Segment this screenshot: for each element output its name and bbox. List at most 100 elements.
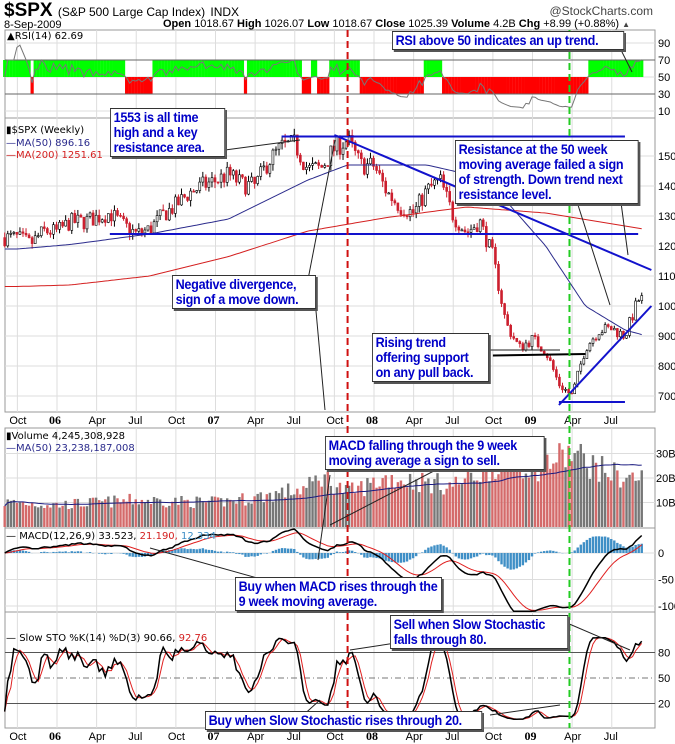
rsi-band-red — [396, 77, 400, 94]
rsi-band-red — [478, 77, 482, 94]
volume-bar — [436, 473, 439, 527]
rsi-legend: ▲RSI(14) 62.69 — [7, 31, 83, 42]
candle-body — [271, 149, 275, 166]
candle-body — [70, 213, 74, 231]
volume-bar — [347, 485, 351, 527]
candle-body — [619, 330, 622, 338]
volume-bar — [320, 486, 323, 527]
volume-bar — [631, 472, 634, 527]
rsi-band-green — [79, 60, 83, 77]
candle-body — [533, 335, 537, 337]
macd-histogram-bar — [332, 553, 336, 554]
volume-bar — [482, 463, 485, 527]
volume-bar — [265, 494, 269, 527]
macd-histogram-bar — [448, 549, 451, 553]
macd-histogram-bar — [631, 546, 634, 553]
candle-body — [207, 181, 211, 188]
candle-body — [3, 237, 6, 247]
symbol: $SPX — [4, 0, 53, 21]
rsi-band-red — [307, 77, 312, 94]
exchange: INDX — [210, 5, 240, 19]
macd-histogram-bar — [238, 553, 241, 555]
macd-histogram-bar — [378, 553, 381, 559]
macd-histogram-bar — [600, 536, 604, 553]
volume-bar — [274, 491, 278, 527]
volume-bar — [561, 449, 564, 527]
volume-bar — [576, 450, 579, 527]
rsi-band-red — [582, 77, 586, 94]
rsi-band-red — [30, 77, 34, 94]
candle-body — [363, 158, 366, 175]
volume-bar — [302, 486, 305, 527]
macd-histogram-bar — [189, 548, 192, 553]
callout-pointer-line — [619, 194, 629, 256]
macd-histogram-bar — [497, 553, 500, 562]
rsi-band-red — [545, 77, 549, 94]
volume-bar — [146, 499, 150, 527]
macd-histogram-bar — [427, 547, 430, 553]
candle-body — [613, 328, 616, 331]
volume-bar — [244, 505, 247, 527]
volume-bar — [558, 443, 561, 527]
candle-body — [567, 389, 570, 394]
volume-ma-legend-text: MA(50) 23,238,187,008 — [16, 443, 135, 454]
macd-histogram-bar — [363, 553, 366, 558]
rsi-band-red — [374, 77, 379, 94]
sto-tick-label: 50 — [658, 673, 670, 685]
volume-bar — [430, 493, 433, 527]
rsi-band-green — [158, 60, 162, 77]
volume-bar — [122, 499, 125, 527]
candle-body — [61, 221, 64, 227]
candle-body — [552, 360, 555, 370]
volume-bar — [131, 504, 134, 527]
volume-bar — [94, 497, 98, 527]
rsi-band-red — [481, 77, 485, 94]
macd-histogram-bar — [232, 552, 235, 553]
volume-bar — [61, 505, 64, 527]
volume-bar — [226, 498, 229, 527]
up-arrow-icon: ▲ — [622, 20, 631, 29]
rsi-band-green — [45, 60, 49, 77]
rsi-band-red — [551, 77, 555, 94]
volume-bar — [582, 453, 586, 527]
volume-bar — [152, 496, 156, 527]
macd-histogram-bar — [530, 553, 534, 557]
volume-bar — [323, 474, 326, 527]
macd-histogram-bar — [64, 551, 67, 553]
price-tick-label: 1400 — [658, 181, 675, 193]
candle-body — [103, 219, 107, 223]
candle-body — [606, 324, 610, 327]
macd-histogram-bar — [229, 552, 232, 553]
rsi-band-green — [332, 60, 336, 77]
rsi-band-green — [82, 60, 86, 77]
macd-histogram-bar — [539, 551, 543, 553]
x-axis-label: Oct — [9, 415, 26, 427]
candle-body — [210, 177, 214, 183]
rsi-band-red — [454, 77, 458, 94]
rsi-band-green — [185, 60, 190, 77]
rsi-band-red — [475, 77, 479, 94]
x-axis-label: Jul — [128, 415, 142, 427]
candle-body — [609, 326, 613, 331]
rsi-band-red — [469, 77, 473, 94]
volume-bar — [357, 485, 360, 527]
x-axis-label: Jul — [287, 731, 301, 743]
volume-bar — [222, 506, 226, 527]
volume-ma-line — [4, 463, 642, 507]
candle-body — [536, 336, 540, 348]
volume-bar — [290, 495, 293, 527]
rsi-band-green — [12, 60, 16, 77]
low-value: 1018.67 — [332, 18, 373, 30]
price-tick-label: 1200 — [658, 241, 675, 253]
candle-body — [427, 183, 430, 190]
volume-bar — [503, 436, 506, 527]
x-axis-label: Apr — [564, 415, 581, 427]
macd-histogram-bar — [134, 553, 137, 558]
candle-body — [509, 325, 512, 337]
macd-histogram-bar — [457, 553, 461, 559]
rsi-band-green — [435, 60, 440, 77]
header-title: $SPX (S&P 500 Large Cap Index) INDX — [4, 0, 239, 22]
rsi-band-green — [259, 60, 263, 77]
volume-bar — [85, 506, 89, 527]
rsi-band-red — [509, 77, 513, 94]
